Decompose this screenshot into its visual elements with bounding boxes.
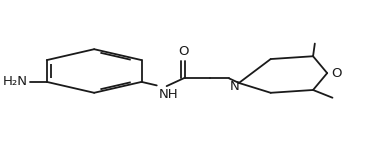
Text: H₂N: H₂N	[2, 75, 28, 88]
Text: N: N	[230, 80, 240, 93]
Text: O: O	[331, 67, 342, 80]
Text: O: O	[178, 45, 189, 58]
Text: NH: NH	[158, 87, 178, 101]
